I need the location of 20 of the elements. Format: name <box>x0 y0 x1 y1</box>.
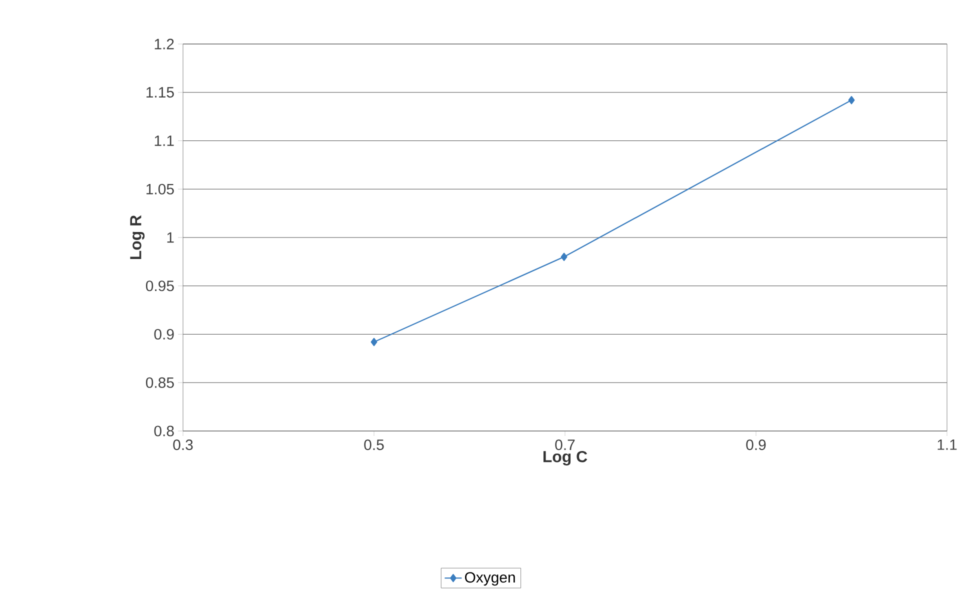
x-tick-label: 0.9 <box>746 440 766 450</box>
point <box>370 338 378 346</box>
y-tick-label: 0.8 <box>154 426 174 436</box>
x-tick-label: 0.5 <box>364 440 384 450</box>
y-tick-label: 1.05 <box>146 184 174 194</box>
y-tick-label: 0.9 <box>154 328 174 340</box>
y-tick-label: 0.85 <box>146 377 174 388</box>
x-tick-label: 1.1 <box>938 440 957 450</box>
y-axis-title: Log R <box>130 215 145 260</box>
y-tick-label: 0.95 <box>146 280 174 292</box>
y-tick-label: 1.2 <box>154 38 174 50</box>
x-axis-title: Log C <box>543 450 588 466</box>
x-tick-label: 0.3 <box>173 440 193 450</box>
y-tick-label: 1.1 <box>154 136 174 146</box>
x-tick-label: 0.7 <box>555 440 575 450</box>
y-tick-label: 1 <box>167 232 174 243</box>
point <box>848 96 855 104</box>
point <box>560 252 568 261</box>
legend-label: Oxygen <box>465 572 515 586</box>
y-tick-label: 1.15 <box>146 87 174 98</box>
